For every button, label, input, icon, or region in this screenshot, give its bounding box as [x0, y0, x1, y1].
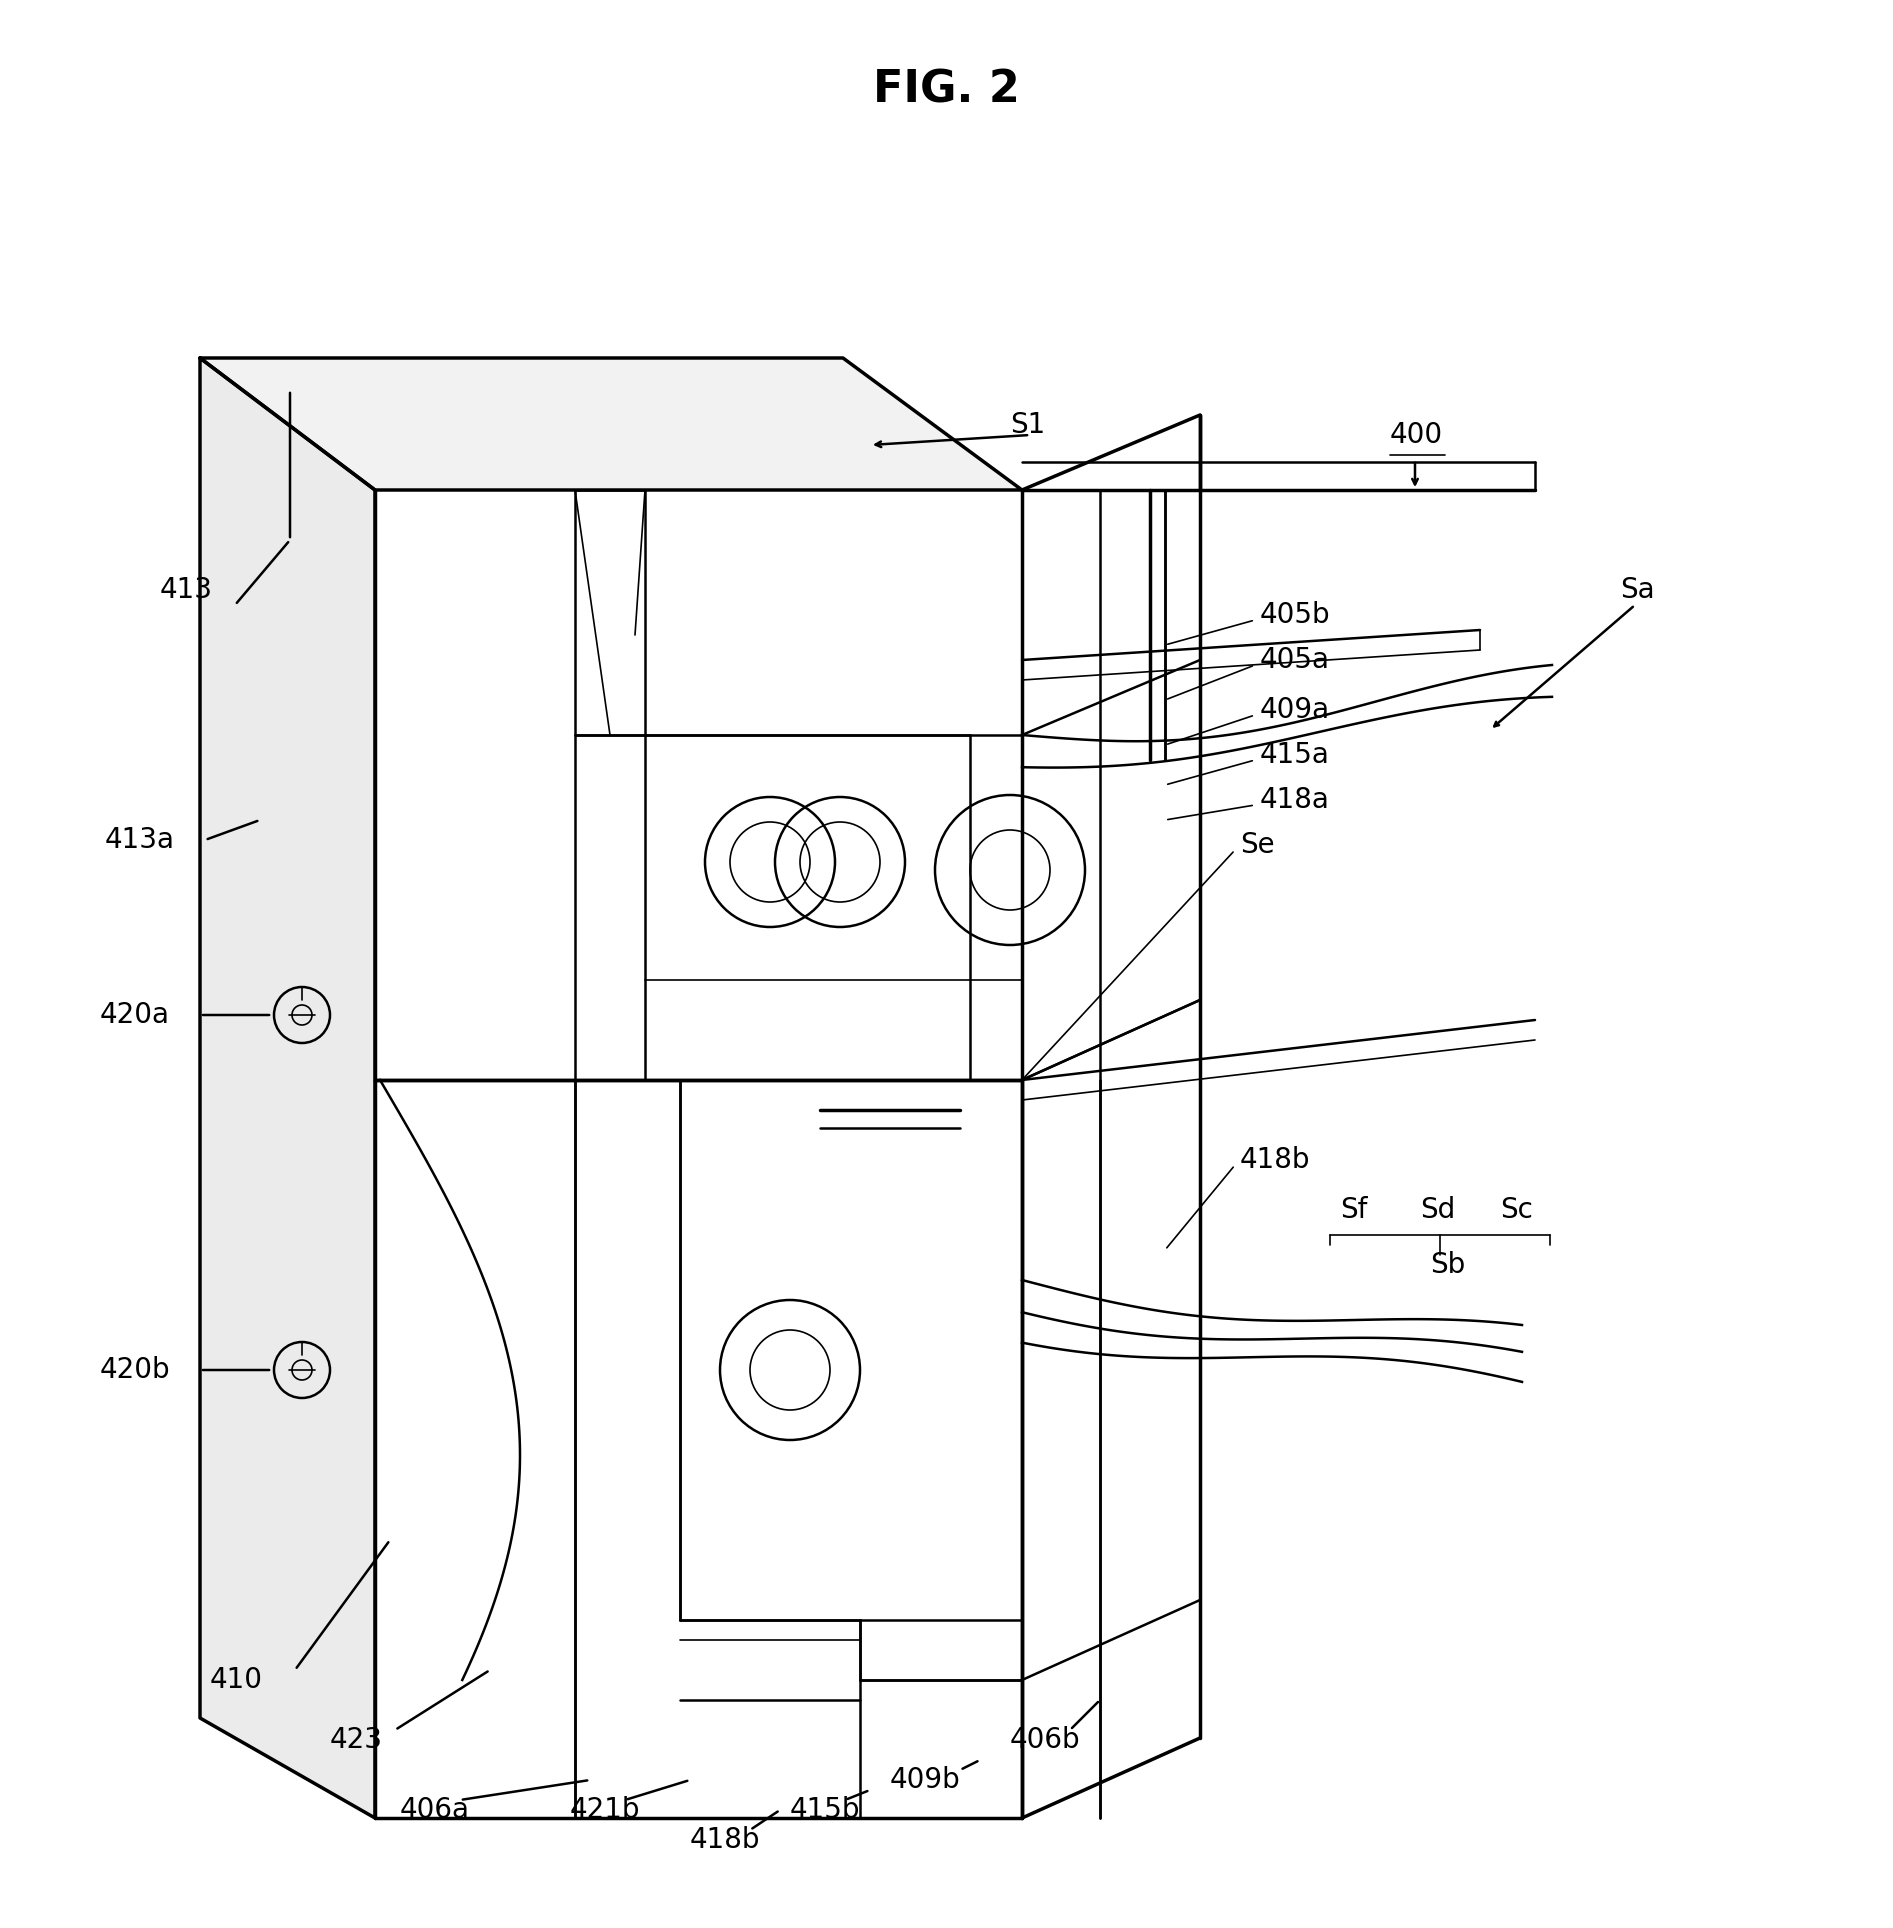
Text: 413a: 413a [104, 825, 174, 854]
Text: Se: Se [1240, 831, 1274, 860]
Text: 420a: 420a [100, 1001, 170, 1030]
Text: 409a: 409a [1261, 696, 1331, 725]
Text: Sf: Sf [1340, 1195, 1367, 1224]
Text: 423: 423 [329, 1726, 382, 1754]
Text: 405a: 405a [1261, 646, 1331, 675]
Text: 415b: 415b [789, 1797, 861, 1824]
Text: 410: 410 [210, 1666, 263, 1695]
Text: 418b: 418b [691, 1826, 761, 1855]
Text: 418b: 418b [1240, 1145, 1310, 1174]
Text: Sd: Sd [1420, 1195, 1456, 1224]
Text: 409b: 409b [890, 1766, 962, 1793]
Text: 418a: 418a [1261, 787, 1331, 814]
Text: 406b: 406b [1011, 1726, 1081, 1754]
Text: 400: 400 [1389, 420, 1442, 449]
Text: S1: S1 [1011, 411, 1045, 440]
Text: 415a: 415a [1261, 740, 1331, 769]
Text: 405b: 405b [1261, 602, 1331, 629]
Text: 421b: 421b [570, 1797, 640, 1824]
Text: FIG. 2: FIG. 2 [873, 69, 1020, 112]
Polygon shape [201, 359, 375, 1818]
Polygon shape [201, 359, 1022, 490]
Text: Sc: Sc [1499, 1195, 1533, 1224]
Text: Sb: Sb [1429, 1251, 1465, 1278]
Text: 420b: 420b [100, 1355, 170, 1384]
Text: 413: 413 [161, 576, 214, 603]
Text: Sa: Sa [1620, 576, 1654, 603]
Text: 406a: 406a [399, 1797, 469, 1824]
